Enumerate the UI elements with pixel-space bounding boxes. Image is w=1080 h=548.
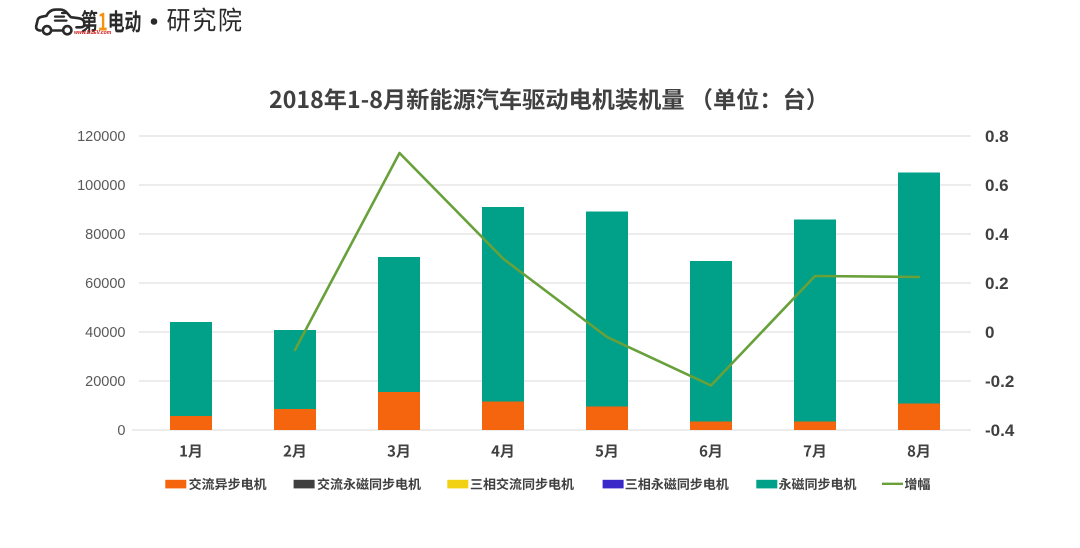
- svg-text:0.6: 0.6: [985, 176, 1009, 195]
- svg-text:0.2: 0.2: [985, 274, 1009, 293]
- svg-text:0: 0: [985, 323, 994, 342]
- svg-text:-0.2: -0.2: [985, 372, 1014, 391]
- svg-text:40000: 40000: [85, 325, 125, 341]
- svg-text:0: 0: [117, 423, 125, 439]
- svg-text:120000: 120000: [77, 129, 125, 145]
- svg-text:www.D1EV.com: www.D1EV.com: [74, 30, 112, 36]
- svg-text:100000: 100000: [77, 178, 125, 194]
- svg-text:0.8: 0.8: [985, 127, 1009, 146]
- svg-text:-0.4: -0.4: [985, 421, 1015, 440]
- svg-text:60000: 60000: [85, 276, 125, 292]
- svg-text:0.4: 0.4: [985, 225, 1009, 244]
- svg-text:20000: 20000: [85, 374, 125, 390]
- svg-text:80000: 80000: [85, 227, 125, 243]
